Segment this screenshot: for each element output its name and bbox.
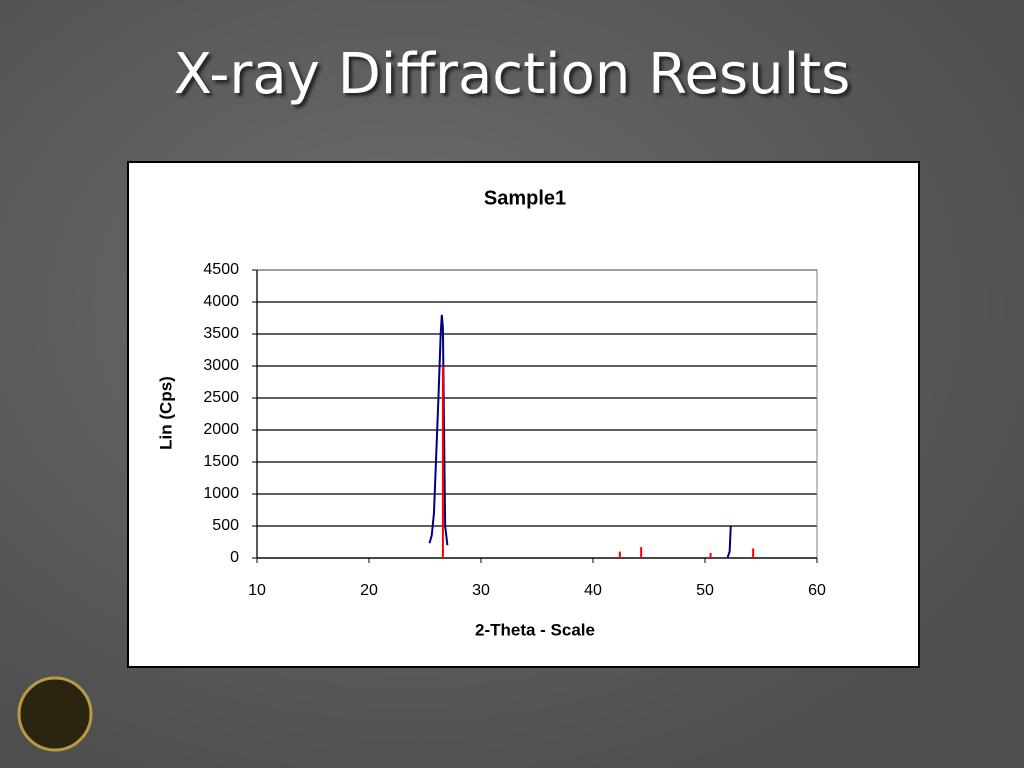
y-tick-label: 3000 bbox=[203, 357, 239, 374]
y-tick-label: 3500 bbox=[203, 325, 239, 342]
y-tick-label: 1500 bbox=[203, 453, 239, 470]
y-tick-label: 1000 bbox=[203, 485, 239, 502]
y-tick-label: 500 bbox=[212, 517, 239, 534]
x-tick-label: 20 bbox=[360, 582, 378, 599]
x-tick-label: 40 bbox=[584, 582, 602, 599]
y-tick-label: 2000 bbox=[203, 421, 239, 438]
y-tick-label: 4000 bbox=[203, 293, 239, 310]
logo bbox=[17, 676, 93, 752]
y-axis-label: Lin (Cps) bbox=[156, 376, 175, 450]
chart-title: Sample1 bbox=[484, 187, 566, 209]
x-tick-label: 50 bbox=[696, 582, 714, 599]
y-tick-label: 0 bbox=[230, 549, 239, 566]
y-tick-label: 2500 bbox=[203, 389, 239, 406]
x-axis-label: 2-Theta - Scale bbox=[475, 620, 595, 639]
x-tick-label: 10 bbox=[248, 582, 266, 599]
x-tick-label: 30 bbox=[472, 582, 490, 599]
x-tick-label: 60 bbox=[808, 582, 826, 599]
chart-frame bbox=[127, 161, 920, 668]
pattern-line bbox=[428, 314, 732, 559]
y-tick-label: 4500 bbox=[203, 261, 239, 278]
slide-title: X-ray Diffraction Results bbox=[173, 42, 851, 107]
